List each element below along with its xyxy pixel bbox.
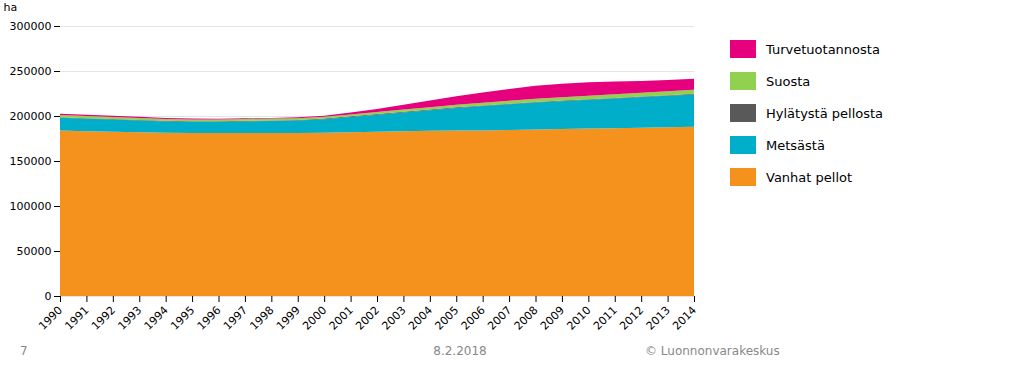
svg-text:200000: 200000 <box>10 110 52 123</box>
svg-text:2004: 2004 <box>406 304 435 333</box>
html-text:Suosta: Suosta <box>766 73 811 89</box>
html-text:© Luonnonvarakeskus: © Luonnonvarakeskus <box>645 344 780 358</box>
svg-text:2000: 2000 <box>300 304 329 333</box>
svg-text:100000: 100000 <box>10 200 52 213</box>
html-text:Vanhat pellot: Vanhat pellot <box>766 169 853 185</box>
svg-text:1998: 1998 <box>247 304 276 333</box>
html-text:8.2.2018: 8.2.2018 <box>433 344 487 358</box>
svg-text:1999: 1999 <box>274 304 303 333</box>
svg-text:2010: 2010 <box>564 304 593 333</box>
svg-text:2011: 2011 <box>591 304 620 333</box>
html-text:7: 7 <box>20 344 28 358</box>
svg-text:300000: 300000 <box>10 20 52 33</box>
svg-text:1993: 1993 <box>115 304 144 333</box>
svg-text:2014: 2014 <box>670 304 699 333</box>
svg-text:2008: 2008 <box>512 304 541 333</box>
svg-text:2013: 2013 <box>644 304 673 333</box>
svg-text:50000: 50000 <box>17 245 52 258</box>
svg-text:1991: 1991 <box>63 304 92 333</box>
svg-text:1996: 1996 <box>195 304 224 333</box>
svg-text:2001: 2001 <box>327 304 356 333</box>
svg-text:1995: 1995 <box>168 304 197 333</box>
svg-text:2012: 2012 <box>617 304 646 333</box>
svg-text:2002: 2002 <box>353 304 382 333</box>
svg-text:2003: 2003 <box>380 304 409 333</box>
svg-text:1994: 1994 <box>142 304 171 333</box>
svg-text:1990: 1990 <box>36 304 65 333</box>
svg-text:250000: 250000 <box>10 65 52 78</box>
svg-text:2006: 2006 <box>459 304 488 333</box>
svg-text:0: 0 <box>45 290 52 303</box>
svg-text:1997: 1997 <box>221 304 250 333</box>
html-text:Hylätystä pellosta: Hylätystä pellosta <box>766 105 884 121</box>
svg-text:2009: 2009 <box>538 304 567 333</box>
svg-text:1992: 1992 <box>89 304 118 333</box>
html-text:Metsästä: Metsästä <box>766 137 825 153</box>
svg-text:2005: 2005 <box>432 304 461 333</box>
svg-text:ha: ha <box>4 1 18 14</box>
svg-text:150000: 150000 <box>10 155 52 168</box>
html-text:Turvetuotannosta: Turvetuotannosta <box>766 41 880 57</box>
svg-text:2007: 2007 <box>485 304 514 333</box>
